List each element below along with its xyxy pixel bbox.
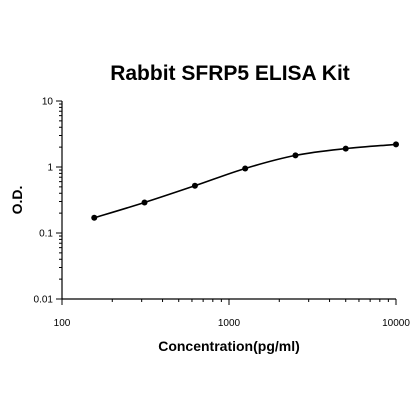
x-tick-label: 100 — [54, 318, 71, 329]
fitted-curve — [94, 143, 397, 219]
y-tick-label: 10 — [42, 97, 54, 108]
data-point — [393, 141, 399, 148]
axis-ticks: 10 1 0.1 0.01 100 1000 10000 — [34, 97, 411, 330]
x-tick-label: 1000 — [218, 318, 241, 329]
plot-area: 10 1 0.1 0.01 100 1000 10000 — [34, 97, 411, 330]
data-point — [141, 199, 148, 206]
y-tick-label: 1 — [47, 163, 53, 174]
x-axis-label: Concentration(pg/ml) — [158, 338, 300, 354]
data-point — [292, 152, 299, 159]
data-point — [91, 214, 98, 221]
x-tick-label: 10000 — [382, 318, 410, 329]
data-point — [191, 182, 198, 189]
data-point — [342, 145, 349, 152]
chart-title: Rabbit SFRP5 ELISA Kit — [110, 62, 350, 85]
data-point — [242, 165, 249, 172]
y-tick-label: 0.01 — [34, 295, 54, 306]
data-points — [91, 141, 399, 221]
y-axis-label: O.D. — [9, 186, 25, 215]
y-tick-label: 0.1 — [39, 229, 53, 240]
